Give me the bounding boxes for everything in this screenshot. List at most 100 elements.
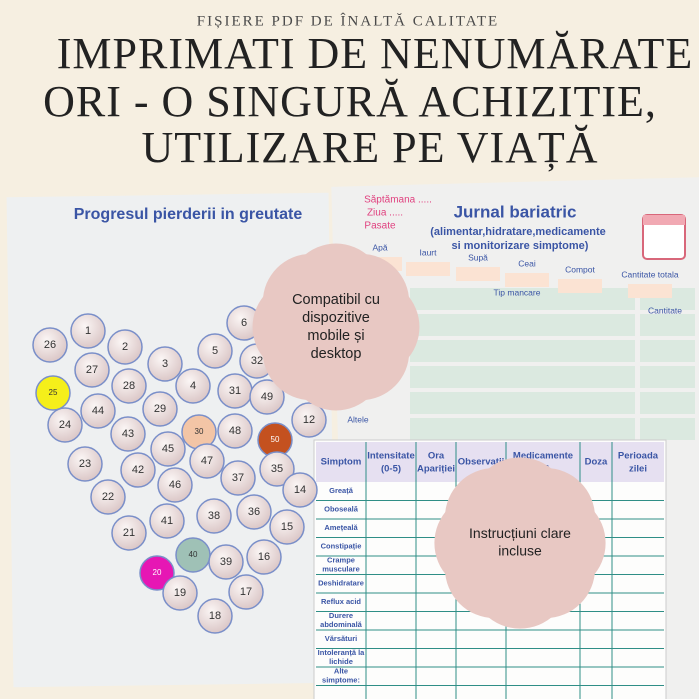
circle-label: 31 — [229, 385, 241, 397]
circle-label: 42 — [132, 464, 144, 476]
progress-circle — [157, 467, 193, 503]
circle-label: 29 — [154, 403, 166, 415]
progress-circle — [217, 413, 253, 449]
progress-circle — [35, 375, 71, 411]
progress-circle — [291, 402, 327, 438]
drink-label: Ceai — [518, 258, 536, 268]
badge-text: dispozitive — [302, 310, 370, 326]
circle-label: 40 — [189, 550, 198, 559]
circle-label: 25 — [49, 388, 58, 397]
progress-circle — [149, 503, 185, 539]
circle-label: 14 — [294, 484, 306, 496]
symptom-label: musculare — [322, 565, 360, 574]
progress-circle — [220, 460, 256, 496]
circle-label: 26 — [44, 339, 56, 351]
symptom-header: (0-5) — [381, 464, 401, 475]
journal-subtitle: (alimentar,hidratare,medicamente — [430, 226, 605, 238]
progress-circle — [228, 574, 264, 610]
quantity-label: Cantitate — [648, 305, 682, 315]
sheet-title: Progresul pierderii in greutate — [74, 206, 303, 223]
symptom-header: Intensitate — [367, 451, 415, 462]
circle-label: 27 — [86, 364, 98, 376]
circle-label: 38 — [208, 510, 220, 522]
badge-text: desktop — [311, 346, 362, 362]
drink-label: Compot — [565, 264, 595, 274]
drink-label: Apă — [372, 242, 387, 252]
symptom-header: Medicamente — [513, 451, 573, 462]
progress-circle — [67, 446, 103, 482]
symptom-label: simptome: — [322, 676, 360, 685]
week-label: Săptămana ..... — [364, 195, 432, 206]
progress-circle — [74, 352, 110, 388]
circle-label: 44 — [92, 405, 104, 417]
circle-label: 32 — [251, 355, 263, 367]
circle-label: 21 — [123, 527, 135, 539]
symptom-label: Reflux acid — [321, 597, 361, 606]
circle-label: 6 — [241, 317, 247, 329]
symptom-label: Constipație — [321, 542, 362, 551]
circle-label: 24 — [59, 419, 71, 431]
circle-label: 23 — [79, 458, 91, 470]
progress-circle — [175, 368, 211, 404]
badge-text: Compatibil cu — [292, 292, 380, 308]
symptom-label: Vărsături — [325, 634, 358, 643]
journal-title: Jurnal bariatric — [454, 202, 577, 221]
symptom-header: Simptom — [321, 457, 362, 468]
progress-circle — [196, 498, 232, 534]
circle-label: 2 — [122, 341, 128, 353]
progress-circle — [147, 346, 183, 382]
drink-box — [406, 262, 450, 276]
stage-label: Pasate — [364, 221, 396, 232]
symptom-header: Observații — [458, 457, 504, 468]
progress-circle — [80, 393, 116, 429]
drink-box — [505, 273, 549, 287]
progress-circle — [110, 416, 146, 452]
progress-circle — [111, 368, 147, 404]
progress-circle — [111, 515, 147, 551]
journal-grid — [410, 288, 695, 440]
circle-label: 17 — [240, 586, 252, 598]
circle-label: 48 — [229, 425, 241, 437]
circle-label: 12 — [303, 414, 315, 426]
drink-box — [558, 279, 602, 293]
drink-box — [628, 284, 672, 298]
symptom-label: Deshidratare — [318, 579, 364, 588]
circle-label: 41 — [161, 515, 173, 527]
circle-label: 5 — [212, 345, 218, 357]
circle-label: 35 — [271, 463, 283, 475]
circle-label: 1 — [85, 325, 91, 337]
progress-circle — [150, 431, 186, 467]
symptom-label: Greață — [329, 486, 354, 495]
circle-label: 50 — [271, 435, 280, 444]
circle-label: 22 — [102, 491, 114, 503]
circle-label: 19 — [174, 587, 186, 599]
symptom-header: zilei — [629, 464, 647, 475]
progress-circle — [120, 452, 156, 488]
food-type-label: Tip mancare — [494, 287, 541, 297]
badge-text: incluse — [498, 543, 542, 559]
circle-label: 4 — [190, 380, 196, 392]
circle-label: 47 — [201, 455, 213, 467]
progress-circle — [162, 575, 198, 611]
circle-label: 30 — [195, 427, 204, 436]
circle-label: 18 — [209, 610, 221, 622]
progress-circle — [142, 391, 178, 427]
circle-label: 20 — [153, 568, 162, 577]
symptom-header: Perioada — [618, 451, 659, 462]
badge-text: mobile și — [307, 328, 364, 344]
title-line: ORI - O SINGURĂ ACHIZITIE, — [43, 77, 657, 126]
symptom-label: lichide — [329, 657, 353, 666]
circle-label: 36 — [248, 506, 260, 518]
progress-circle — [197, 598, 233, 634]
kicker: FIȘIERE PDF DE ÎNALTĂ CALITATE — [197, 12, 499, 29]
circle-label: 28 — [123, 380, 135, 392]
drink-label: Iaurt — [419, 247, 437, 257]
symptom-header: Apariției — [417, 464, 455, 475]
circle-label: 49 — [261, 391, 273, 403]
symptom-label: Amețeală — [324, 523, 358, 532]
symptom-label: abdominală — [320, 620, 363, 629]
circle-label: 39 — [220, 556, 232, 568]
progress-circle — [269, 509, 305, 545]
progress-circle — [282, 472, 318, 508]
